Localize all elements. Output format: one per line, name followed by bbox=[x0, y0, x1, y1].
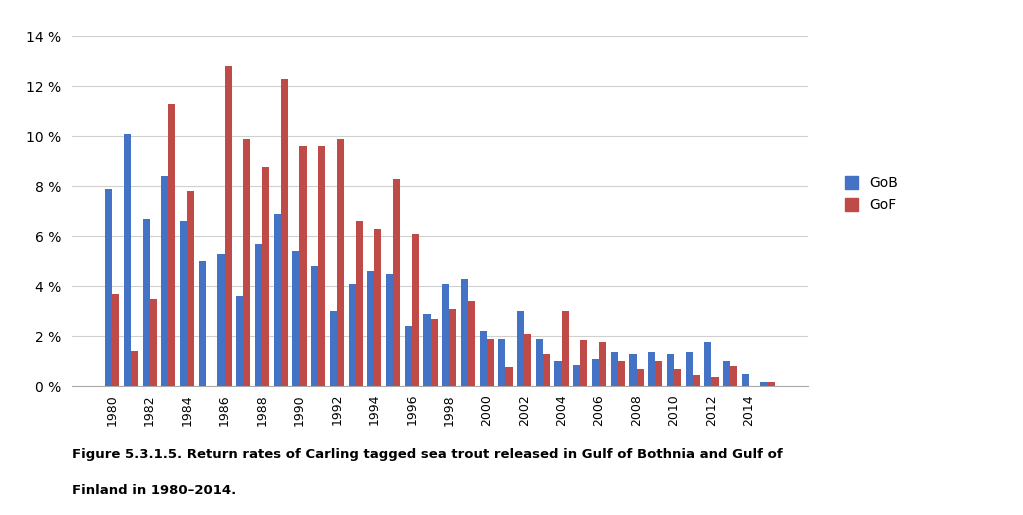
Bar bbox=[524, 334, 531, 386]
Bar bbox=[225, 66, 231, 386]
Bar bbox=[592, 359, 599, 386]
Bar bbox=[262, 167, 269, 386]
Bar bbox=[480, 331, 487, 386]
Bar bbox=[311, 266, 318, 386]
Bar bbox=[498, 339, 505, 386]
Bar bbox=[329, 311, 337, 386]
Bar bbox=[685, 352, 693, 386]
Bar bbox=[124, 133, 131, 386]
Bar bbox=[374, 229, 382, 386]
Bar bbox=[461, 279, 468, 386]
Bar bbox=[505, 368, 513, 386]
Bar bbox=[236, 296, 243, 386]
Bar bbox=[629, 354, 636, 386]
Bar bbox=[730, 366, 738, 386]
Bar bbox=[767, 383, 774, 386]
Bar bbox=[449, 308, 456, 386]
Bar bbox=[367, 271, 374, 386]
Bar bbox=[667, 354, 674, 386]
Bar bbox=[162, 176, 169, 386]
Bar bbox=[517, 311, 524, 386]
Bar bbox=[131, 351, 138, 386]
Bar bbox=[742, 374, 749, 386]
Bar bbox=[243, 139, 251, 386]
Bar bbox=[599, 342, 607, 386]
Bar bbox=[393, 179, 400, 386]
Bar bbox=[580, 340, 587, 386]
Bar bbox=[218, 254, 225, 386]
Bar bbox=[412, 234, 418, 386]
Bar bbox=[442, 284, 449, 386]
Bar bbox=[180, 221, 187, 386]
Bar bbox=[611, 352, 618, 386]
Text: Finland in 1980–2014.: Finland in 1980–2014. bbox=[72, 484, 236, 497]
Bar bbox=[356, 221, 363, 386]
Bar bbox=[562, 311, 569, 386]
Bar bbox=[142, 219, 149, 386]
Bar bbox=[255, 244, 262, 386]
Bar bbox=[280, 79, 287, 386]
Bar bbox=[198, 261, 206, 386]
Bar bbox=[349, 284, 356, 386]
Bar bbox=[760, 383, 767, 386]
Bar bbox=[636, 369, 643, 386]
Text: Figure 5.3.1.5. Return rates of Carling tagged sea trout released in Gulf of Bot: Figure 5.3.1.5. Return rates of Carling … bbox=[72, 448, 783, 461]
Bar bbox=[273, 214, 280, 386]
Bar bbox=[318, 146, 325, 386]
Legend: GoB, GoF: GoB, GoF bbox=[845, 176, 898, 212]
Bar bbox=[424, 314, 431, 386]
Bar bbox=[693, 375, 700, 386]
Bar bbox=[573, 365, 580, 386]
Bar bbox=[536, 339, 543, 386]
Bar bbox=[386, 273, 393, 386]
Bar bbox=[187, 191, 194, 386]
Bar bbox=[405, 326, 412, 386]
Bar bbox=[543, 354, 550, 386]
Bar bbox=[300, 146, 307, 386]
Bar bbox=[723, 361, 730, 386]
Bar bbox=[674, 369, 681, 386]
Bar bbox=[431, 319, 438, 386]
Bar bbox=[293, 251, 300, 386]
Bar bbox=[468, 301, 475, 386]
Bar bbox=[649, 352, 655, 386]
Bar bbox=[487, 339, 494, 386]
Bar bbox=[704, 342, 711, 386]
Bar bbox=[711, 377, 718, 386]
Bar bbox=[655, 361, 662, 386]
Bar bbox=[337, 139, 344, 386]
Bar bbox=[169, 104, 176, 386]
Bar bbox=[105, 188, 113, 386]
Bar bbox=[149, 299, 157, 386]
Bar bbox=[618, 361, 625, 386]
Bar bbox=[113, 294, 120, 386]
Bar bbox=[554, 361, 562, 386]
